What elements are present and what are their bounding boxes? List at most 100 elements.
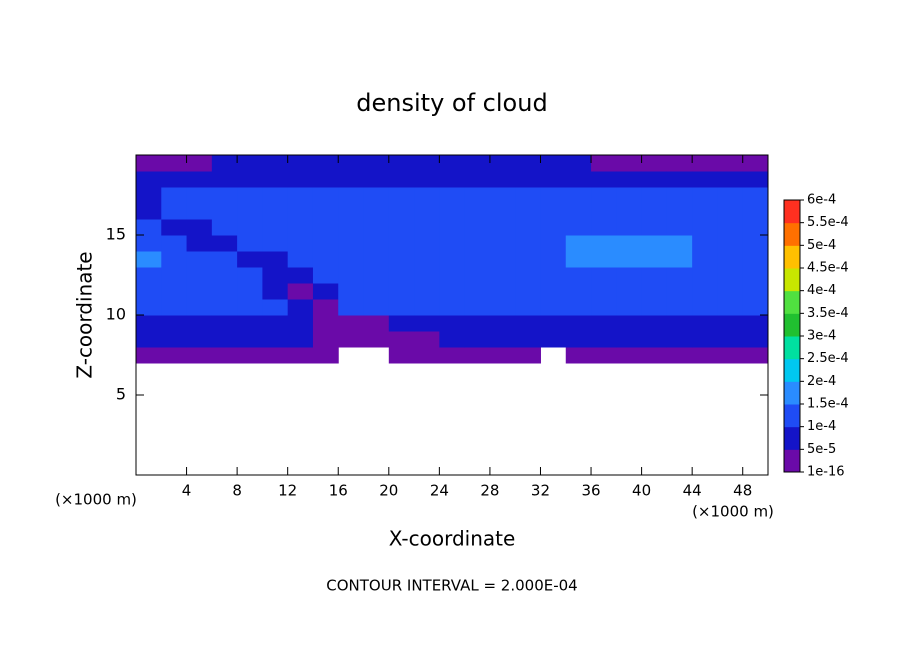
- field-cell: [666, 299, 693, 316]
- field-cell: [439, 315, 466, 332]
- field-cell: [641, 315, 668, 332]
- colorbar-band: [784, 222, 800, 246]
- colorbar-band: [784, 313, 800, 337]
- field-cell: [666, 219, 693, 236]
- field-cell: [540, 187, 567, 204]
- field-cell: [641, 171, 668, 188]
- field-cell: [692, 331, 718, 348]
- field-cell: [287, 187, 314, 204]
- field-cell: [186, 267, 213, 284]
- field-cell: [540, 315, 567, 332]
- field-cell: [287, 299, 314, 316]
- field-cell: [464, 219, 491, 236]
- field-cell: [666, 315, 693, 332]
- x-tick-label: 4: [182, 482, 192, 500]
- field-cell: [666, 251, 693, 268]
- field-cell: [591, 187, 617, 204]
- field-cell: [388, 251, 415, 268]
- field-cell: [211, 315, 238, 332]
- field-cell: [666, 283, 693, 300]
- field-cell: [489, 315, 516, 332]
- field-cell: [312, 315, 339, 332]
- field-cell: [136, 219, 162, 236]
- x-tick-label: 16: [329, 482, 348, 500]
- field-cell: [262, 267, 289, 284]
- field-cell: [287, 251, 314, 268]
- field-cell: [464, 187, 491, 204]
- field-cell: [692, 235, 718, 252]
- field-cell: [515, 331, 541, 348]
- field-cell: [161, 219, 188, 236]
- field-cell: [363, 235, 390, 252]
- field-cell: [565, 315, 592, 332]
- field-cell: [186, 283, 213, 300]
- field-cell: [388, 283, 415, 300]
- field-cell: [591, 299, 617, 316]
- field-cell: [237, 299, 263, 316]
- field-cell: [211, 299, 238, 316]
- field-cell: [338, 283, 365, 300]
- field-cell: [616, 283, 643, 300]
- field-cell: [439, 187, 466, 204]
- field-cell: [161, 155, 188, 172]
- field-cell: [186, 219, 213, 236]
- field-cell: [616, 203, 643, 220]
- x-tick-label: 48: [733, 482, 752, 500]
- field-cell: [565, 251, 592, 268]
- field-cell: [312, 203, 339, 220]
- field-cell: [414, 283, 440, 300]
- field-cell: [489, 283, 516, 300]
- field-cell: [262, 315, 289, 332]
- field-cell: [666, 331, 693, 348]
- colorbar-band: [784, 404, 800, 428]
- colorbar-band: [784, 358, 800, 382]
- field-cell: [136, 283, 162, 300]
- field-cell: [186, 203, 213, 220]
- field-cell: [742, 203, 769, 220]
- colorbar-label: 1e-4: [807, 419, 836, 434]
- colorbar-band: [784, 268, 800, 292]
- field-cell: [641, 331, 668, 348]
- field-cell: [439, 347, 466, 364]
- x-tick-label: 32: [531, 482, 550, 500]
- field-cell: [489, 171, 516, 188]
- field-cell: [136, 251, 162, 268]
- field-cell: [312, 299, 339, 316]
- field-cell: [237, 283, 263, 300]
- field-cell: [186, 331, 213, 348]
- field-cell: [515, 267, 541, 284]
- field-cell: [237, 203, 263, 220]
- field-cell: [363, 203, 390, 220]
- colorbar-label: 3e-4: [807, 329, 836, 344]
- field-cell: [717, 235, 744, 252]
- field-cell: [616, 219, 643, 236]
- field-cell: [262, 331, 289, 348]
- field-cell: [515, 283, 541, 300]
- field-cell: [692, 155, 718, 172]
- field-cell: [262, 251, 289, 268]
- field-cell: [388, 171, 415, 188]
- field-cell: [464, 347, 491, 364]
- field-cell: [186, 315, 213, 332]
- field-cell: [312, 187, 339, 204]
- field-cell: [186, 155, 213, 172]
- field-cell: [237, 347, 263, 364]
- field-cell: [363, 331, 390, 348]
- colorbar-label: 5e-4: [807, 238, 836, 253]
- field-cell: [717, 267, 744, 284]
- field-cell: [338, 267, 365, 284]
- field-cell: [742, 155, 769, 172]
- field-cell: [211, 171, 238, 188]
- field-cell: [338, 203, 365, 220]
- field-cell: [717, 299, 744, 316]
- field-cell: [262, 299, 289, 316]
- field-cell: [211, 283, 238, 300]
- footer-note: CONTOUR INTERVAL = 2.000E-04: [326, 577, 577, 595]
- field-cell: [388, 203, 415, 220]
- field-cell: [363, 315, 390, 332]
- field-cell: [211, 235, 238, 252]
- field-cell: [641, 299, 668, 316]
- field-cell: [363, 171, 390, 188]
- field-cell: [591, 219, 617, 236]
- colorbar-band: [784, 449, 800, 473]
